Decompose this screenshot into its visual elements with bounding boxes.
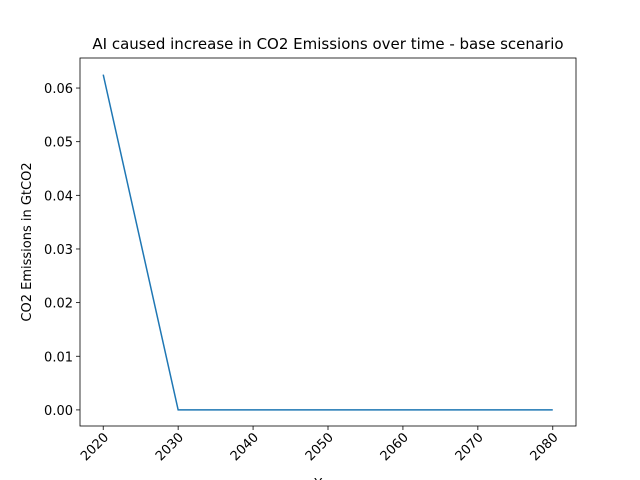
y-tick-label: 0.05: [44, 136, 73, 151]
y-axis-label: CO2 Emissions in GtCO2: [20, 162, 35, 321]
x-axis-label: Year: [313, 477, 342, 480]
y-tick-label: 0.02: [44, 297, 73, 312]
y-tick-label: 0.00: [44, 404, 73, 419]
y-tick-label: 0.04: [44, 189, 73, 204]
line: [102, 74, 553, 411]
plot-frame: [79, 57, 577, 427]
y-tick-label: 0.01: [44, 350, 73, 365]
chart-title: AI caused increase in CO2 Emissions over…: [92, 35, 563, 53]
y-tick-label: 0.06: [44, 82, 73, 97]
y-tick-label: 0.03: [44, 243, 73, 258]
